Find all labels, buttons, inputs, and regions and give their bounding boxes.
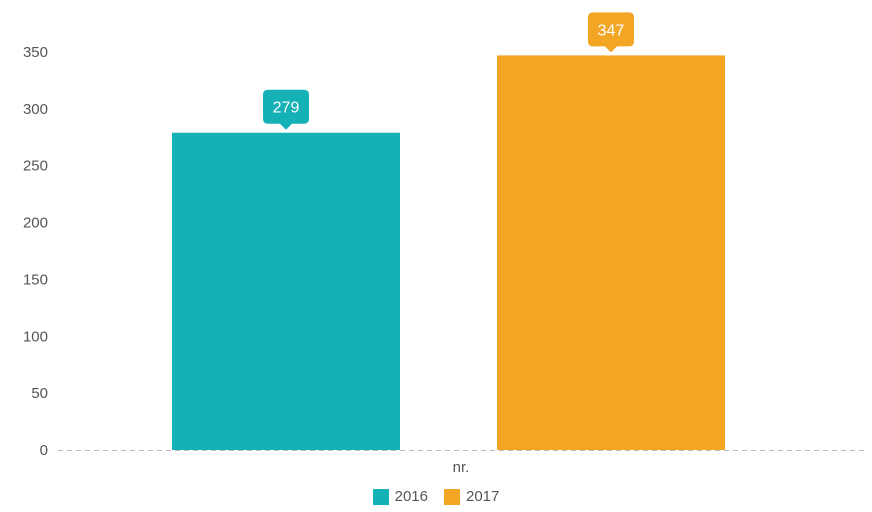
- data-label-bubble: [588, 12, 634, 53]
- data-label-2017: 347: [598, 22, 625, 39]
- legend-label: 2016: [394, 488, 428, 505]
- y-tick-label: 100: [23, 328, 48, 345]
- legend-swatch: [372, 488, 389, 505]
- bar-2017: [497, 55, 725, 450]
- bar-2016: [172, 132, 400, 451]
- y-axis: 0 50 100 150 200 250 300 350: [23, 44, 48, 459]
- y-tick-label: 0: [40, 442, 48, 459]
- legend-item-2017[interactable]: 2017: [444, 488, 499, 505]
- data-label-bubble: [263, 89, 309, 130]
- legend: 2016 2017: [0, 488, 872, 505]
- x-category-label: nr.: [453, 459, 470, 476]
- y-tick-label: 150: [23, 271, 48, 288]
- y-tick-label: 350: [23, 44, 48, 61]
- y-tick-label: 50: [31, 385, 48, 402]
- data-label-2016: 279: [273, 100, 300, 117]
- legend-item-2016[interactable]: 2016: [372, 488, 428, 505]
- y-tick-label: 300: [23, 101, 48, 118]
- legend-label: 2017: [466, 488, 500, 505]
- bars: [172, 55, 725, 451]
- y-tick-label: 200: [23, 215, 48, 232]
- data-labels: 279 347: [263, 12, 634, 130]
- legend-swatch: [444, 488, 460, 505]
- y-tick-label: 250: [23, 158, 48, 175]
- x-axis: nr.: [453, 459, 470, 476]
